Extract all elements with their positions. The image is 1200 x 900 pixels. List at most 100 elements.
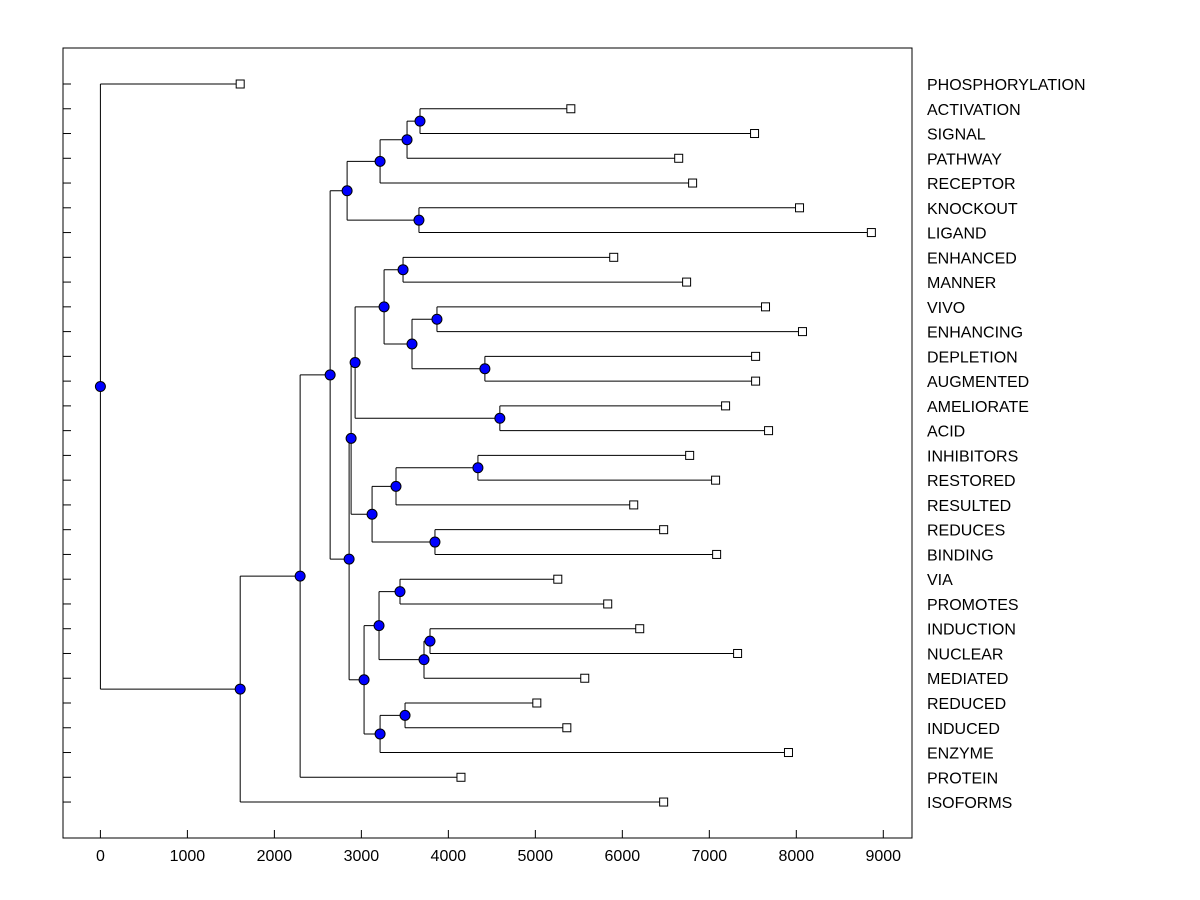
leaf-label: ACTIVATION [927, 102, 1021, 119]
merge-node [429, 536, 441, 548]
branches [99, 83, 872, 803]
leaf-label: MANNER [927, 275, 996, 292]
leaf-label: VIA [927, 572, 953, 589]
leaf-label: VIVO [927, 300, 965, 317]
merge-node [345, 432, 357, 444]
leaf-marker [685, 450, 695, 460]
leaf-label: DEPLETION [927, 349, 1018, 366]
leaf-label: PHOSPHORYLATION [927, 77, 1086, 94]
leaf-marker [659, 797, 669, 807]
leaf-marker [553, 574, 563, 584]
x-tick-label: 5000 [518, 848, 554, 865]
leaf-label: LIGAND [927, 226, 987, 243]
leaf-marker [566, 104, 576, 114]
leaf-label: NUCLEAR [927, 646, 1003, 663]
leaf-marker [532, 698, 542, 708]
leaf-marker [635, 624, 645, 634]
leaf-label: ISOFORMS [927, 795, 1012, 812]
leaf-marker [797, 327, 807, 337]
merge-node [472, 462, 484, 474]
merge-node [394, 586, 406, 598]
merge-node [390, 480, 402, 492]
leaf-label: REDUCED [927, 696, 1006, 713]
leaf-label: INDUCTION [927, 622, 1016, 639]
x-tick-label: 6000 [605, 848, 641, 865]
leaf-label: ENHANCING [927, 325, 1023, 342]
merge-node [234, 683, 246, 695]
leaf-marker [659, 525, 669, 535]
leaf-marker [562, 723, 572, 733]
merge-node [424, 635, 436, 647]
x-tick-label: 2000 [257, 848, 293, 865]
leaf-label: AMELIORATE [927, 399, 1029, 416]
merge-node [397, 264, 409, 276]
merge-node [94, 381, 106, 393]
leaf-label: PATHWAY [927, 151, 1002, 168]
x-tick-label: 3000 [344, 848, 380, 865]
leaf-marker [866, 228, 876, 238]
leaf-label: RECEPTOR [927, 176, 1016, 193]
leaf-marker [674, 153, 684, 163]
merge-node [378, 301, 390, 313]
axis-ticks: 0 1000 2000 3000 4000 5000 6000 7000 8000 9000 [63, 83, 901, 865]
leaf-label: ENZYME [927, 746, 994, 763]
merge-node [406, 338, 418, 350]
leaf-label: INHIBITORS [927, 448, 1018, 465]
x-tick-label: 9000 [865, 848, 901, 865]
merge-node [324, 369, 336, 381]
leaf-label: REDUCES [927, 523, 1005, 540]
leaf-marker [721, 401, 731, 411]
merge-node [343, 553, 355, 565]
merge-node [413, 214, 425, 226]
leaf-marker [456, 772, 466, 782]
plot-frame [62, 47, 913, 839]
leaf-marker [603, 599, 613, 609]
leaf-label: KNOCKOUT [927, 201, 1018, 218]
marks [94, 79, 876, 807]
x-tick-label: 1000 [170, 848, 206, 865]
merge-node [479, 363, 491, 375]
leaf-label: RESULTED [927, 498, 1011, 515]
leaf-label: PROMOTES [927, 597, 1019, 614]
merge-node [399, 709, 411, 721]
merge-node [418, 654, 430, 666]
leaf-marker [750, 129, 760, 139]
merge-node [494, 412, 506, 424]
x-tick-label: 0 [96, 848, 105, 865]
merge-node [373, 620, 385, 632]
leaf-label: INDUCED [927, 721, 1000, 738]
x-tick-label: 4000 [431, 848, 467, 865]
leaf-label: AUGMENTED [927, 374, 1029, 391]
leaf-label: PROTEIN [927, 770, 998, 787]
leaf-marker [580, 673, 590, 683]
leaf-label: SIGNAL [927, 127, 986, 144]
merge-node [414, 115, 426, 127]
leaf-marker [712, 549, 722, 559]
leaf-marker [751, 351, 761, 361]
leaf-marker [751, 376, 761, 386]
merge-node [349, 357, 361, 369]
x-tick-label: 8000 [779, 848, 815, 865]
leaf-labels: PHOSPHORYLATION ACTIVATION SIGNAL PATHWAY RE… [927, 77, 1086, 812]
merge-node [374, 728, 386, 740]
leaf-marker [629, 500, 639, 510]
leaf-marker [764, 426, 774, 436]
leaf-marker [682, 277, 692, 287]
merge-node [341, 185, 353, 197]
leaf-label: ENHANCED [927, 250, 1017, 267]
merge-node [431, 313, 443, 325]
leaf-marker [711, 475, 721, 485]
leaf-label: ACID [927, 424, 965, 441]
merge-node [401, 134, 413, 146]
leaf-marker [795, 203, 805, 213]
merge-node [374, 155, 386, 167]
leaf-label: BINDING [927, 547, 994, 564]
leaf-label: RESTORED [927, 473, 1016, 490]
leaf-marker [609, 252, 619, 262]
leaf-marker [761, 302, 771, 312]
merge-node [366, 508, 378, 520]
merge-node [294, 570, 306, 582]
leaf-marker [688, 178, 698, 188]
leaf-label: MEDIATED [927, 671, 1008, 688]
